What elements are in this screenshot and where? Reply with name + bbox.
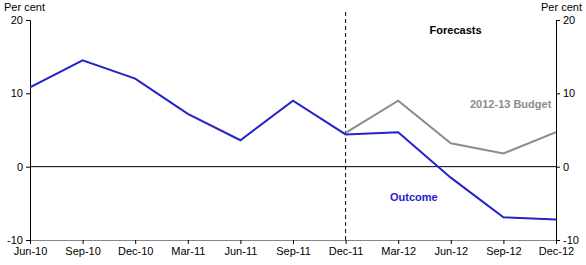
tick-label: 0 [17,161,23,173]
tick: Sep-10 [65,240,100,257]
tick: Dec-11 [329,240,364,257]
tick-label: Jun-11 [224,245,257,257]
tick-mark [398,240,399,244]
annotation: Forecasts [430,24,482,36]
y-axis: -1001020 [7,14,30,246]
tick: Sep-12 [486,240,521,257]
y2-axis-title: Per cent [541,1,582,13]
tick-mark [346,240,347,244]
y-axis-title: Per cent [4,1,45,13]
tick-label: 0 [563,161,569,173]
axis-line [557,21,561,241]
tick: Sep-11 [276,240,311,257]
x-axis: Jun-10 Sep-10 Dec-10 Mar-11 Jun-11 Sep-11 Dec-… [14,240,575,257]
tick-label: 10 [563,87,575,99]
tick-label: 20 [11,14,23,26]
tick-mark [135,240,136,244]
axis-line [31,241,557,245]
tick-mark [26,93,30,94]
tick: 20 [556,14,575,26]
tick-label: Dec-12 [539,245,574,257]
tick: Mar-11 [171,240,205,257]
forecast-divider [345,12,346,240]
tick-label: Dec-10 [118,245,153,257]
tick-label: Sep-12 [486,245,521,257]
tick-mark [451,240,452,244]
tick: Jun-10 [14,240,48,257]
tick-label: Jun-12 [434,245,468,257]
y2-axis: -1001020 [556,14,579,246]
chart: -1001020-1001020Jun-10Sep-10Dec-10Mar-11… [0,0,586,265]
zero-line [30,166,556,167]
tick-label: Mar-11 [171,245,205,257]
tick: Mar-12 [381,240,416,257]
tick: Dec-12 [539,240,574,257]
tick-mark [556,20,560,21]
tick: 0 [17,161,30,173]
tick-mark [503,240,504,244]
tick-label: 20 [563,14,575,26]
tick-label: Sep-10 [65,245,100,257]
series-label: 2012-13 Budget [470,98,552,110]
tick: Jun-12 [434,240,468,257]
tick-label: 10 [11,87,23,99]
tick: 20 [11,14,30,26]
axis-line [26,21,31,241]
tick: Dec-10 [118,240,153,257]
tick-mark [26,20,30,21]
tick: 10 [556,87,575,99]
tick-mark [240,240,241,244]
tick-mark [556,240,557,244]
tick-label: Mar-12 [381,245,416,257]
tick-mark [188,240,189,244]
tick-mark [26,167,30,168]
tick-mark [83,240,84,244]
tick-mark [293,240,294,244]
tick-mark [30,240,31,244]
tick: Jun-11 [224,240,257,257]
tick: 0 [556,161,569,173]
tick-label: Dec-11 [329,245,364,257]
series-label: Outcome [390,191,438,203]
plot-area [30,60,556,219]
tick-mark [26,240,30,241]
series-line [30,60,556,219]
tick-mark [556,93,560,94]
tick: 10 [11,87,30,99]
tick-label: Sep-11 [276,245,311,257]
tick-label: Jun-10 [14,245,48,257]
tick-mark [556,167,560,168]
